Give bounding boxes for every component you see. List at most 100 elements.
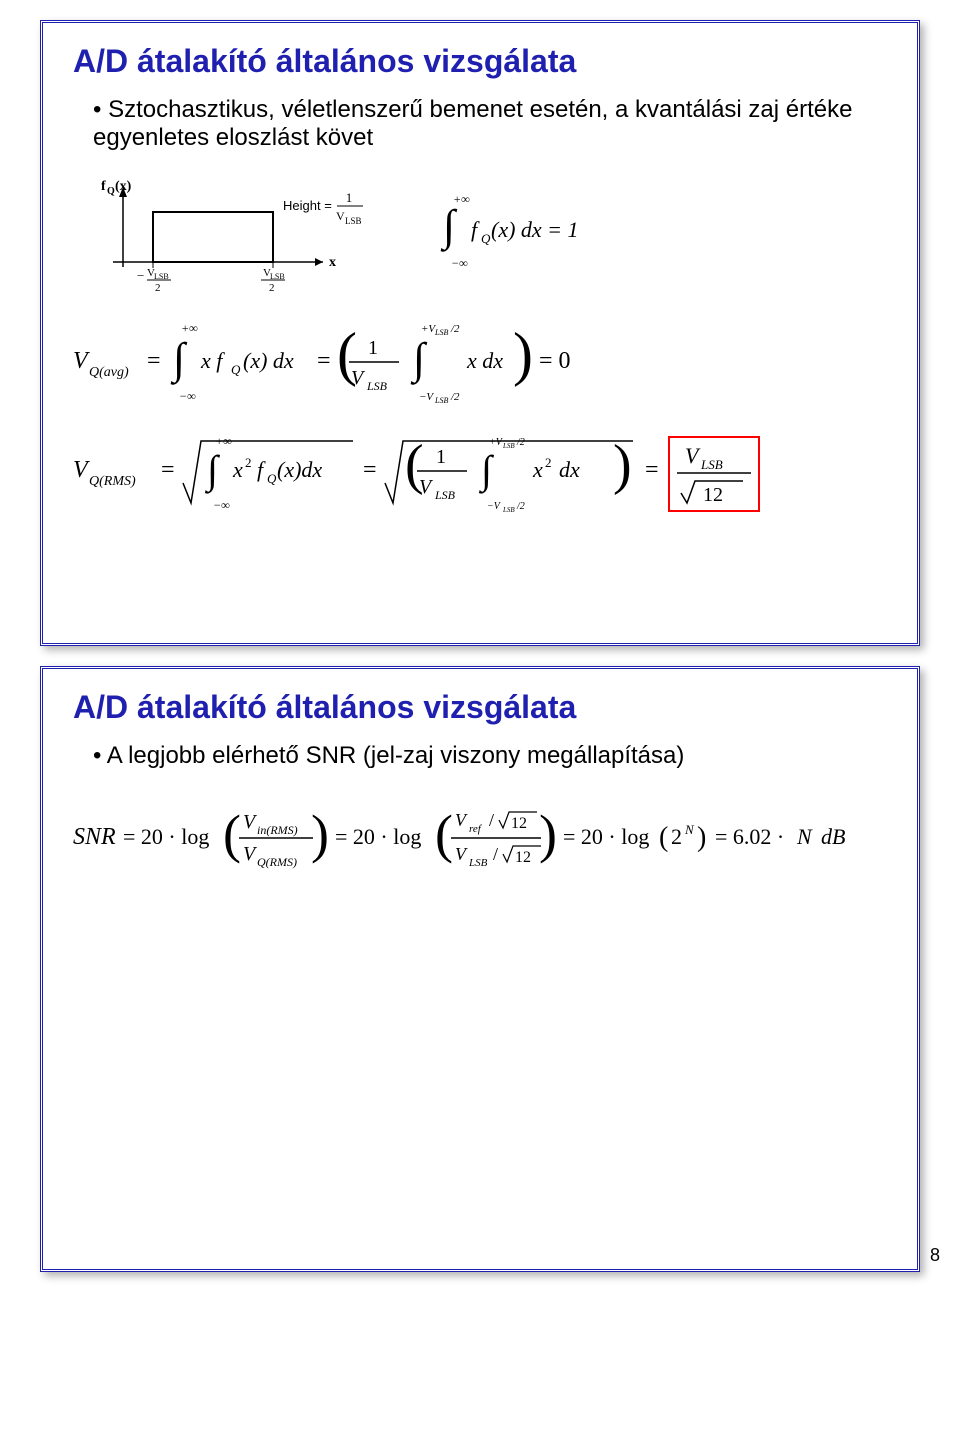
svg-text:−V: −V — [419, 391, 434, 403]
svg-text:12: 12 — [511, 815, 527, 832]
svg-text:=: = — [317, 348, 331, 374]
svg-text:N: N — [684, 822, 695, 837]
svg-text:∫: ∫ — [410, 334, 428, 385]
svg-text:): ) — [539, 804, 557, 864]
slide-1: A/D átalakító általános vizsgálata Sztoc… — [40, 20, 920, 646]
eq-normalization: +∞ ∫ −∞ f Q (x) dx = 1 — [433, 185, 613, 280]
page: A/D átalakító általános vizsgálata Sztoc… — [0, 20, 960, 1272]
svg-text:2: 2 — [245, 455, 252, 470]
svg-text:∫: ∫ — [204, 447, 221, 494]
svg-text:(: ( — [659, 822, 668, 853]
svg-text:−: − — [137, 268, 144, 283]
svg-text:= 20 · log: = 20 · log — [335, 824, 421, 849]
svg-text:(x) dx = 1: (x) dx = 1 — [491, 217, 579, 242]
svg-text:12: 12 — [703, 484, 723, 506]
svg-text:x dx: x dx — [466, 348, 503, 373]
svg-text:N: N — [796, 824, 813, 849]
svg-text:f: f — [257, 457, 266, 482]
svg-text:): ) — [311, 804, 329, 864]
eq-vq-rms: V Q(RMS) = +∞ ∫ −∞ x 2 f Q (x)dx = 1 V L… — [73, 423, 887, 528]
svg-text:∫: ∫ — [478, 447, 495, 494]
svg-text:2: 2 — [155, 282, 161, 292]
svg-text:V: V — [455, 844, 468, 864]
slide-1-row: f Q (x) x Height = 1 V LSB − V LSB 2 — [73, 162, 887, 302]
svg-text:(x)dx: (x)dx — [277, 457, 322, 482]
svg-text:−∞: −∞ — [451, 256, 468, 270]
svg-text:Q(RMS): Q(RMS) — [89, 474, 136, 489]
svg-text:LSB: LSB — [502, 442, 515, 450]
svg-text:=: = — [161, 457, 175, 483]
svg-text:(x) dx: (x) dx — [243, 348, 294, 373]
svg-text:=: = — [147, 348, 161, 374]
svg-text:−∞: −∞ — [179, 389, 196, 403]
svg-text:/: / — [489, 810, 494, 830]
svg-text:V: V — [455, 810, 468, 830]
svg-text:Q(avg): Q(avg) — [89, 365, 129, 380]
svg-text:+∞: +∞ — [181, 321, 198, 335]
svg-text:1: 1 — [368, 337, 378, 359]
svg-text:LSB: LSB — [434, 488, 456, 502]
svg-text:+∞: +∞ — [453, 192, 470, 206]
svg-text:−∞: −∞ — [213, 498, 230, 512]
svg-text:/2: /2 — [450, 391, 460, 403]
svg-text:x: x — [532, 457, 543, 482]
svg-text:in(RMS): in(RMS) — [257, 823, 298, 837]
svg-text:∫: ∫ — [170, 334, 188, 385]
eq-vq-avg: V Q(avg) = +∞ ∫ −∞ x f Q (x) dx = 1 V LS… — [73, 318, 887, 413]
svg-text:=: = — [645, 457, 659, 483]
svg-text:V: V — [73, 457, 90, 483]
svg-text:): ) — [697, 822, 706, 853]
slide-1-bullet: Sztochasztikus, véletlenszerű bemenet es… — [93, 96, 887, 152]
svg-text:ref: ref — [469, 823, 483, 835]
svg-text:= 0: = 0 — [539, 348, 571, 374]
svg-text:V: V — [243, 843, 258, 865]
svg-text:−V: −V — [487, 501, 502, 512]
svg-text:Q: Q — [267, 471, 277, 486]
svg-text:): ) — [613, 434, 632, 496]
svg-text:(: ( — [435, 804, 453, 864]
svg-text:V: V — [685, 443, 701, 468]
svg-text:V: V — [73, 348, 90, 374]
svg-text:Q: Q — [107, 186, 115, 197]
svg-text:/: / — [493, 844, 498, 864]
svg-text:+∞: +∞ — [215, 434, 232, 448]
svg-text:x: x — [232, 457, 243, 482]
svg-text:2: 2 — [545, 455, 552, 470]
svg-text:V: V — [336, 209, 345, 223]
svg-text:LSB: LSB — [434, 328, 448, 337]
svg-text:LSB: LSB — [468, 857, 488, 869]
svg-text:(x): (x) — [115, 179, 132, 194]
svg-text:/2: /2 — [450, 323, 460, 335]
svg-text:SNR: SNR — [73, 824, 116, 850]
svg-text:= 20 · log: = 20 · log — [123, 824, 209, 849]
svg-text:x: x — [329, 255, 336, 270]
slide-2: A/D átalakító általános vizsgálata A leg… — [40, 666, 920, 1272]
svg-text:LSB: LSB — [434, 396, 448, 405]
svg-text:/2: /2 — [516, 437, 525, 448]
svg-text:(: ( — [223, 804, 241, 864]
page-number: 8 — [930, 1245, 940, 1266]
svg-text:= 20 · log: = 20 · log — [563, 824, 649, 849]
svg-text:Q: Q — [231, 362, 241, 377]
svg-text:f: f — [101, 179, 106, 194]
slide-2-title: A/D átalakító általános vizsgálata — [73, 689, 887, 726]
svg-text:V: V — [243, 811, 258, 833]
slide-1-title: A/D átalakító általános vizsgálata — [73, 43, 887, 80]
svg-text:=: = — [363, 457, 377, 483]
svg-text:∫: ∫ — [440, 201, 458, 252]
svg-text:dB: dB — [821, 824, 845, 849]
svg-text:Height =: Height = — [283, 198, 332, 213]
svg-text:dx: dx — [559, 457, 580, 482]
svg-text:2: 2 — [671, 824, 682, 849]
svg-text:LSB: LSB — [345, 216, 362, 226]
svg-text:1: 1 — [346, 190, 353, 205]
svg-text:12: 12 — [515, 849, 531, 866]
svg-text:(: ( — [337, 321, 357, 387]
svg-text:Q: Q — [481, 231, 491, 246]
slide-2-bullet: A legjobb elérhető SNR (jel-zaj viszony … — [93, 742, 887, 770]
svg-text:LSB: LSB — [502, 506, 515, 514]
svg-text:LSB: LSB — [366, 379, 388, 393]
svg-text:): ) — [513, 321, 533, 387]
svg-text:(: ( — [405, 434, 424, 496]
svg-text:f: f — [471, 217, 480, 242]
